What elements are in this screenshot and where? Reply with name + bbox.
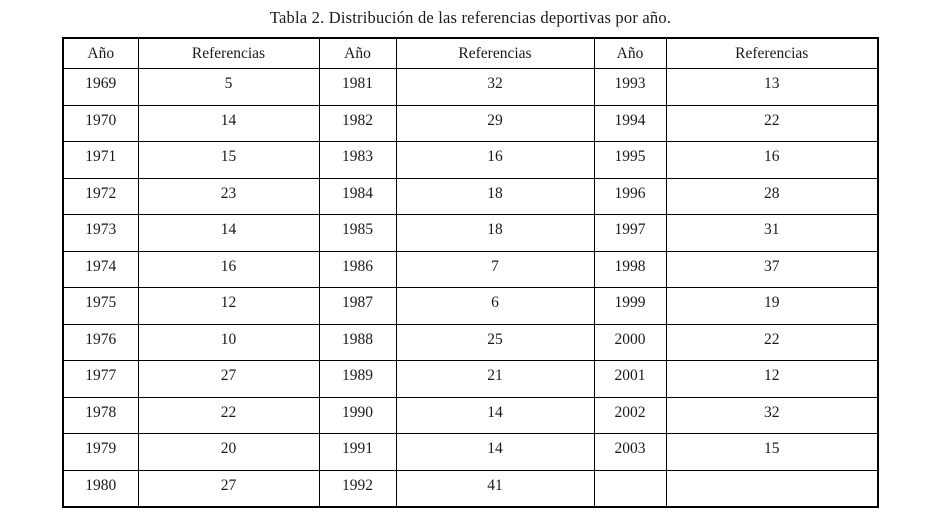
references-cell: 7	[395, 250, 595, 288]
header-year-2: Año	[318, 37, 397, 69]
references-cell: 14	[137, 104, 320, 142]
references-cell: 27	[137, 360, 320, 398]
references-cell: 25	[395, 323, 595, 361]
table-row: 1980 27 1992 41	[62, 469, 879, 508]
year-cell: 1979	[62, 433, 139, 471]
year-cell: 1989	[318, 360, 397, 398]
references-cell: 27	[137, 469, 320, 508]
references-cell: 20	[137, 433, 320, 471]
table-row: 1969 5 1981 32 1993 13	[62, 68, 879, 106]
references-cell: 14	[395, 396, 595, 434]
year-cell: 1971	[62, 141, 139, 179]
references-cell: 6	[395, 287, 595, 325]
header-references-3: Referencias	[665, 37, 879, 69]
references-cell: 15	[665, 433, 879, 471]
references-cell: 22	[665, 323, 879, 361]
year-cell: 1980	[62, 469, 139, 508]
year-cell: 1983	[318, 141, 397, 179]
references-cell: 16	[395, 141, 595, 179]
year-cell: 1992	[318, 469, 397, 508]
year-cell: 1984	[318, 177, 397, 215]
year-cell: 1969	[62, 68, 139, 106]
year-cell: 1999	[593, 287, 667, 325]
references-cell: 16	[137, 250, 320, 288]
year-cell: 1991	[318, 433, 397, 471]
table-row: 1971 15 1983 16 1995 16	[62, 141, 879, 179]
header-references-1: Referencias	[137, 37, 320, 69]
table-row: 1978 22 1990 14 2002 32	[62, 396, 879, 434]
table-row: 1972 23 1984 18 1996 28	[62, 177, 879, 215]
year-cell: 1972	[62, 177, 139, 215]
year-cell: 1970	[62, 104, 139, 142]
references-by-year-table: Año Referencias Año Referencias Año Refe…	[62, 37, 879, 508]
table-row: 1976 10 1988 25 2000 22	[62, 323, 879, 361]
year-cell: 1982	[318, 104, 397, 142]
year-cell: 2000	[593, 323, 667, 361]
table-row: 1977 27 1989 21 2001 12	[62, 360, 879, 398]
table-row: 1973 14 1985 18 1997 31	[62, 214, 879, 252]
references-cell: 18	[395, 214, 595, 252]
year-cell: 1986	[318, 250, 397, 288]
year-cell	[593, 469, 667, 508]
year-cell: 1988	[318, 323, 397, 361]
table-row: 1975 12 1987 6 1999 19	[62, 287, 879, 325]
year-cell: 1978	[62, 396, 139, 434]
header-year-1: Año	[62, 37, 139, 69]
year-cell: 1977	[62, 360, 139, 398]
year-cell: 1993	[593, 68, 667, 106]
table-row: 1970 14 1982 29 1994 22	[62, 104, 879, 142]
year-cell: 1998	[593, 250, 667, 288]
references-cell: 14	[395, 433, 595, 471]
references-cell: 12	[665, 360, 879, 398]
year-cell: 1996	[593, 177, 667, 215]
year-cell: 1975	[62, 287, 139, 325]
year-cell: 2002	[593, 396, 667, 434]
table-row: 1974 16 1986 7 1998 37	[62, 250, 879, 288]
year-cell: 1985	[318, 214, 397, 252]
references-cell: 37	[665, 250, 879, 288]
references-cell: 23	[137, 177, 320, 215]
references-cell: 22	[137, 396, 320, 434]
references-cell: 29	[395, 104, 595, 142]
year-cell: 1990	[318, 396, 397, 434]
references-cell: 32	[395, 68, 595, 106]
header-references-2: Referencias	[395, 37, 595, 69]
references-cell: 32	[665, 396, 879, 434]
header-row: Año Referencias Año Referencias Año Refe…	[62, 37, 879, 69]
year-cell: 2001	[593, 360, 667, 398]
references-cell: 15	[137, 141, 320, 179]
references-cell	[665, 469, 879, 508]
references-cell: 14	[137, 214, 320, 252]
year-cell: 2003	[593, 433, 667, 471]
references-cell: 12	[137, 287, 320, 325]
table-caption: Tabla 2. Distribución de las referencias…	[269, 8, 672, 27]
year-cell: 1987	[318, 287, 397, 325]
references-cell: 16	[665, 141, 879, 179]
year-cell: 1994	[593, 104, 667, 142]
references-cell: 18	[395, 177, 595, 215]
references-cell: 31	[665, 214, 879, 252]
year-cell: 1974	[62, 250, 139, 288]
year-cell: 1973	[62, 214, 139, 252]
year-cell: 1995	[593, 141, 667, 179]
references-cell: 21	[395, 360, 595, 398]
references-cell: 41	[395, 469, 595, 508]
table-row: 1979 20 1991 14 2003 15	[62, 433, 879, 471]
references-cell: 5	[137, 68, 320, 106]
year-cell: 1976	[62, 323, 139, 361]
header-year-3: Año	[593, 37, 667, 69]
year-cell: 1997	[593, 214, 667, 252]
references-cell: 19	[665, 287, 879, 325]
references-cell: 10	[137, 323, 320, 361]
year-cell: 1981	[318, 68, 397, 106]
references-cell: 13	[665, 68, 879, 106]
references-cell: 28	[665, 177, 879, 215]
references-cell: 22	[665, 104, 879, 142]
